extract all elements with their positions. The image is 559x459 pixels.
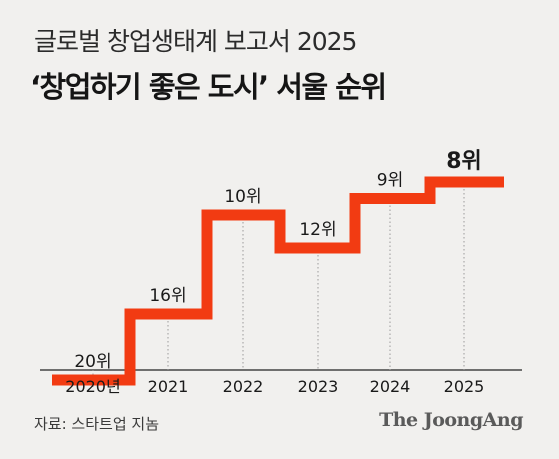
data-label-2022: 10위 <box>224 187 261 207</box>
x-tick-label-2022: 2022 <box>223 377 264 396</box>
x-tick-label-2023: 2023 <box>298 377 339 396</box>
x-tick-label-2025: 2025 <box>444 377 485 396</box>
chart-subtitle: 글로벌 창업생태계 보고서 2025 <box>34 27 357 56</box>
data-label-2021: 16위 <box>149 286 186 306</box>
data-label-2020: 20위 <box>74 352 111 372</box>
data-label-2023: 12위 <box>299 220 336 240</box>
x-tick-label-2024: 2024 <box>370 377 411 396</box>
x-tick-label-2021: 2021 <box>148 377 189 396</box>
source-note: 자료: 스타트업 지놈 <box>34 415 159 433</box>
brand-logo: The JoongAng <box>379 409 523 431</box>
data-label-2024: 9위 <box>377 171 403 191</box>
rank-step-line <box>52 176 504 386</box>
chart-title: ‘창업하기 좋은 도시’ 서울 순위 <box>30 70 387 104</box>
data-label-2025: 8위 <box>446 149 482 174</box>
x-tick-label-2020: 2020년 <box>65 377 120 396</box>
